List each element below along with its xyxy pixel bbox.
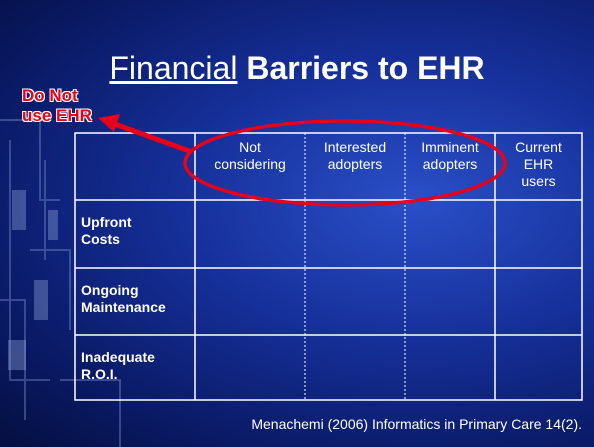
callout: Do Not use EHR	[22, 86, 92, 126]
header-text: Not	[239, 139, 261, 155]
header-cell: Imminent adopters	[405, 139, 495, 173]
title-bold: Barriers to EHR	[246, 50, 485, 86]
row-text: R.O.I.	[81, 366, 118, 382]
title-underlined: Financial	[109, 50, 238, 86]
header-text: EHR	[523, 156, 554, 172]
row-label: Upfront Costs	[77, 214, 195, 248]
row-text: Upfront	[81, 214, 132, 230]
header-text: users	[521, 173, 556, 189]
citation: Menachemi (2006) Informatics in Primary …	[251, 416, 582, 432]
row-text: Inadequate	[81, 349, 155, 365]
header-text: Imminent	[421, 139, 479, 155]
header-text: Current	[515, 139, 562, 155]
callout-line: use EHR	[22, 106, 92, 125]
header-cell: Current EHR users	[495, 139, 582, 190]
slide-title: Financial Barriers to EHR	[0, 50, 594, 87]
row-text: Costs	[81, 231, 120, 247]
header-text: adopters	[327, 156, 383, 172]
row-label: Ongoing Maintenance	[77, 282, 195, 316]
callout-line: Do Not	[22, 86, 78, 105]
header-text: considering	[214, 156, 286, 172]
header-cell: Not considering	[195, 139, 305, 173]
header-cell: Interested adopters	[305, 139, 405, 173]
row-text: Maintenance	[81, 299, 166, 315]
row-label: Inadequate R.O.I.	[77, 349, 195, 383]
header-text: Interested	[323, 139, 387, 155]
header-text: adopters	[422, 156, 478, 172]
row-text: Ongoing	[81, 282, 139, 298]
